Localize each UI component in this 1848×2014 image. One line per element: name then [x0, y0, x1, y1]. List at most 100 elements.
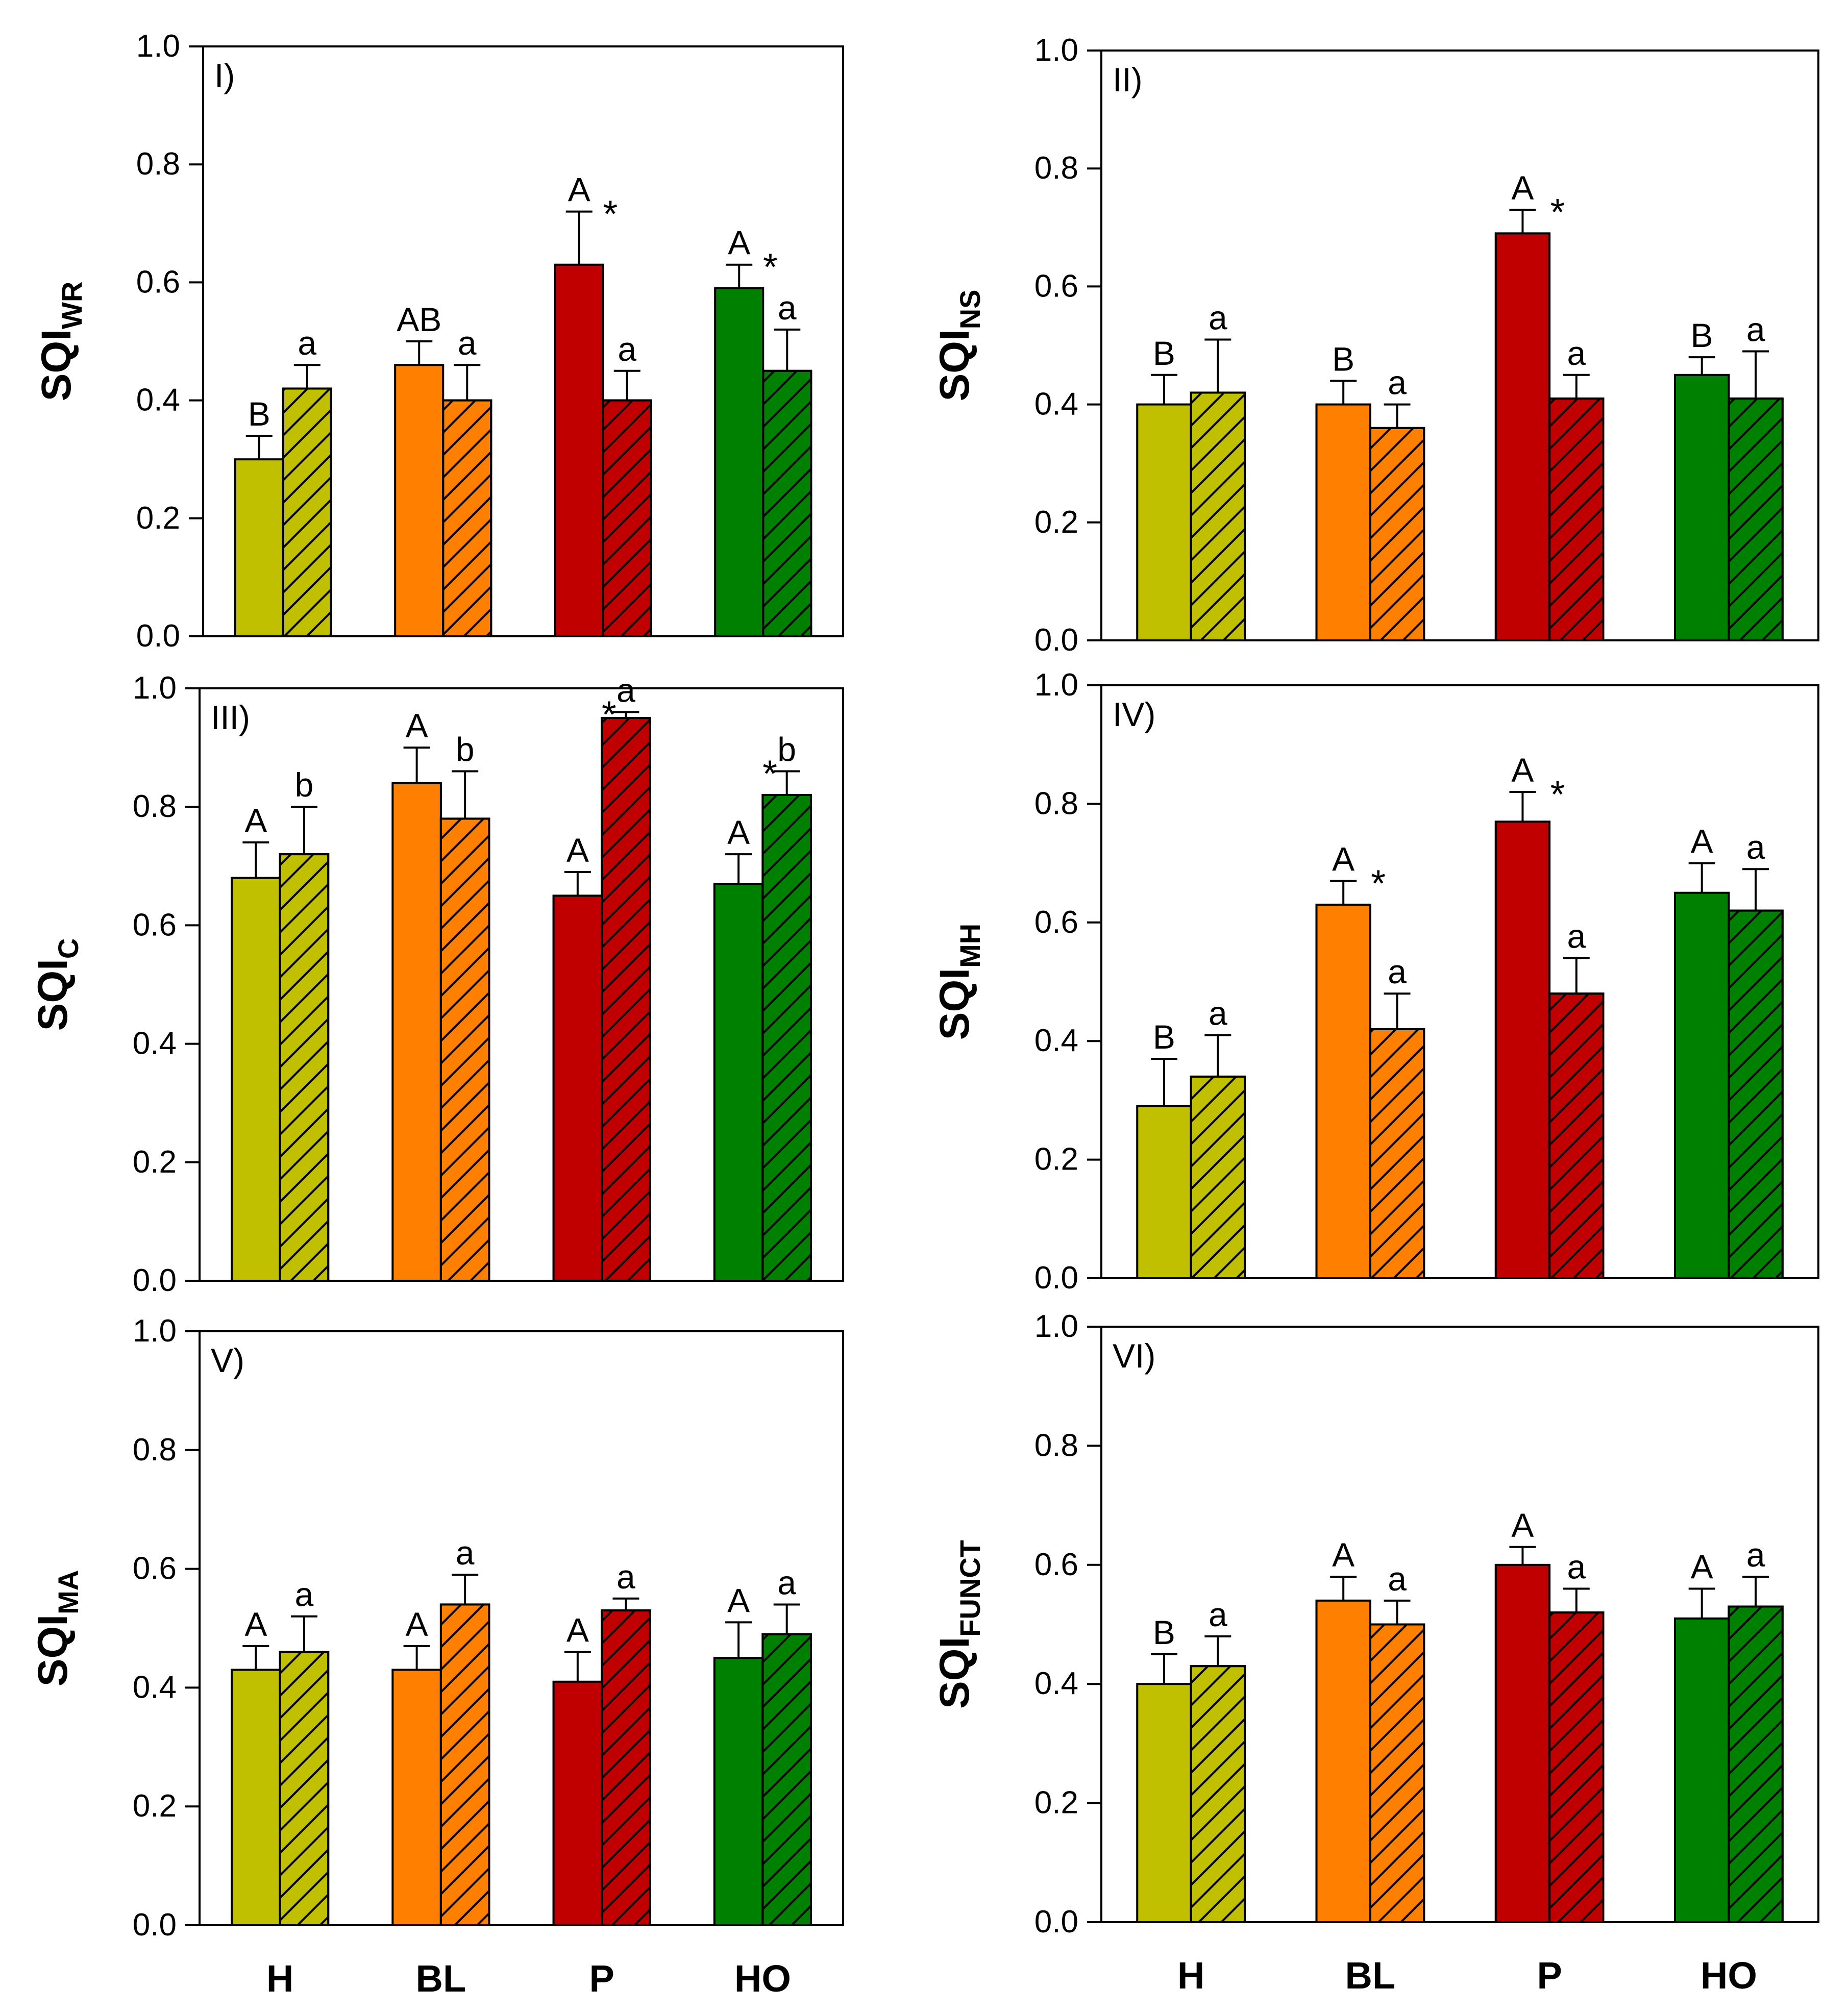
bar-hatch-HO [1728, 1605, 1784, 1923]
significance-letter: A [727, 1581, 750, 1619]
y-tick-label: 0.0 [1034, 1260, 1078, 1296]
bar-BL-solid [1315, 1599, 1371, 1924]
y-axis-label-main: SQI [33, 329, 80, 401]
bar-H-solid [1136, 1683, 1192, 1923]
x-category-label-HO: HO [1701, 1954, 1757, 1997]
y-tick-label: 0.6 [133, 907, 177, 942]
panel-label: I) [214, 57, 235, 94]
significance-letter: A [728, 224, 750, 262]
significance-letter: a [1746, 311, 1765, 349]
significance-letter: A [566, 831, 589, 869]
y-axis-label: SQINS [931, 289, 986, 401]
y-axis-label-sub: NS [954, 289, 986, 329]
y-tick-label: 0.0 [136, 618, 180, 654]
significance-letter: A [1511, 169, 1534, 207]
significance-letter: a [1388, 953, 1407, 990]
significance-letter: a [617, 671, 635, 709]
y-tick-label: 0.6 [136, 264, 180, 300]
y-tick-label: 0.2 [1034, 505, 1078, 540]
y-tick-label: 0.6 [1034, 1547, 1078, 1582]
y-tick-label: 0.2 [1034, 1142, 1078, 1177]
y-tick-label: 0.8 [1034, 1428, 1078, 1463]
bar-hatch-P [602, 399, 652, 637]
bar-hatch-P [1548, 1611, 1605, 1923]
significance-letter: A [244, 1605, 267, 1643]
significance-letter: a [617, 1558, 635, 1596]
y-axis-label: SQIMA [30, 1570, 84, 1686]
y-tick-label: 0.6 [133, 1551, 177, 1586]
bar-hatch-H [1190, 1075, 1246, 1279]
y-axis-label-sub: WR [56, 282, 88, 329]
panel-label: II) [1113, 61, 1143, 98]
significance-letter: B [1153, 334, 1175, 372]
y-tick-label: 0.0 [133, 1907, 177, 1943]
panel-label: VI) [1113, 1337, 1155, 1375]
y-tick-label: 0.2 [136, 501, 180, 536]
significance-letter: B [1153, 1613, 1175, 1651]
bar-HO-solid [1674, 374, 1730, 641]
panel-label: IV) [1113, 695, 1155, 733]
bar-BL-solid [1315, 903, 1371, 1279]
significance-letter: a [1746, 828, 1765, 866]
significance-letter: b [777, 731, 796, 768]
bar-hatch-P [601, 1609, 651, 1927]
significance-letter: a [1567, 1548, 1586, 1585]
significance-letter: a [1388, 1560, 1407, 1598]
bar-hatch-BL [1369, 1623, 1425, 1923]
significance-letter: A [1511, 751, 1534, 789]
significance-star: * [1550, 773, 1565, 815]
bar-hatch-HO [762, 369, 812, 637]
y-tick-label: 0.2 [133, 1145, 177, 1180]
bar-HO-solid [1674, 1617, 1730, 1924]
significance-letter: a [1209, 994, 1227, 1032]
x-category-label-HO: HO [734, 1957, 791, 2000]
bar-hatch-P [1548, 992, 1605, 1279]
bar-P-solid [1494, 820, 1551, 1279]
significance-letter: a [1567, 917, 1586, 955]
significance-letter: B [1691, 316, 1713, 354]
plot-frame [1100, 684, 1819, 1279]
bar-hatch-H [279, 853, 330, 1282]
significance-letter: A [244, 802, 267, 839]
bar-HO-solid [1674, 891, 1730, 1279]
y-axis-label-sub: C [52, 938, 84, 959]
y-tick-label: 0.2 [1034, 1785, 1078, 1821]
significance-letter: a [1388, 364, 1407, 402]
bar-P-solid [1494, 232, 1551, 641]
bar-hatch-BL [442, 399, 492, 637]
significance-letter: B [1153, 1018, 1175, 1056]
y-axis-label: SQIWR [33, 282, 88, 402]
significance-letter: A [568, 171, 590, 209]
y-tick-label: 0.0 [1034, 623, 1078, 658]
y-tick-label: 0.0 [133, 1263, 177, 1298]
y-tick-label: 0.4 [133, 1670, 177, 1705]
significance-letter: a [1209, 1596, 1227, 1633]
y-tick-label: 0.4 [1034, 1666, 1078, 1701]
y-axis-label-main: SQI [30, 1614, 76, 1686]
x-category-label-BL: BL [416, 1957, 466, 2000]
significance-star: * [602, 693, 617, 735]
bar-hatch-BL [439, 1603, 490, 1926]
bar-H-solid [1136, 1105, 1192, 1280]
x-category-label-H: H [1177, 1954, 1204, 1997]
bar-hatch-HO [761, 793, 812, 1282]
y-tick-label: 1.0 [1034, 667, 1078, 703]
y-axis-label: SQIC [30, 938, 84, 1031]
y-axis-label: SQIFUNCT [931, 1540, 986, 1709]
bar-HO-solid [713, 883, 764, 1282]
significance-letter: a [777, 1563, 796, 1601]
bar-H-solid [234, 458, 284, 637]
significance-letter: b [295, 766, 314, 804]
y-axis-label-sub: MA [52, 1570, 84, 1614]
bar-hatch-H [1190, 1665, 1246, 1923]
bar-HO-solid [713, 1657, 764, 1926]
y-axis-label-sub: FUNCT [954, 1540, 986, 1637]
bar-hatch-HO [1728, 397, 1784, 641]
significance-star: * [763, 246, 778, 288]
bar-BL-solid [1315, 403, 1371, 641]
significance-letter: a [1567, 334, 1586, 372]
